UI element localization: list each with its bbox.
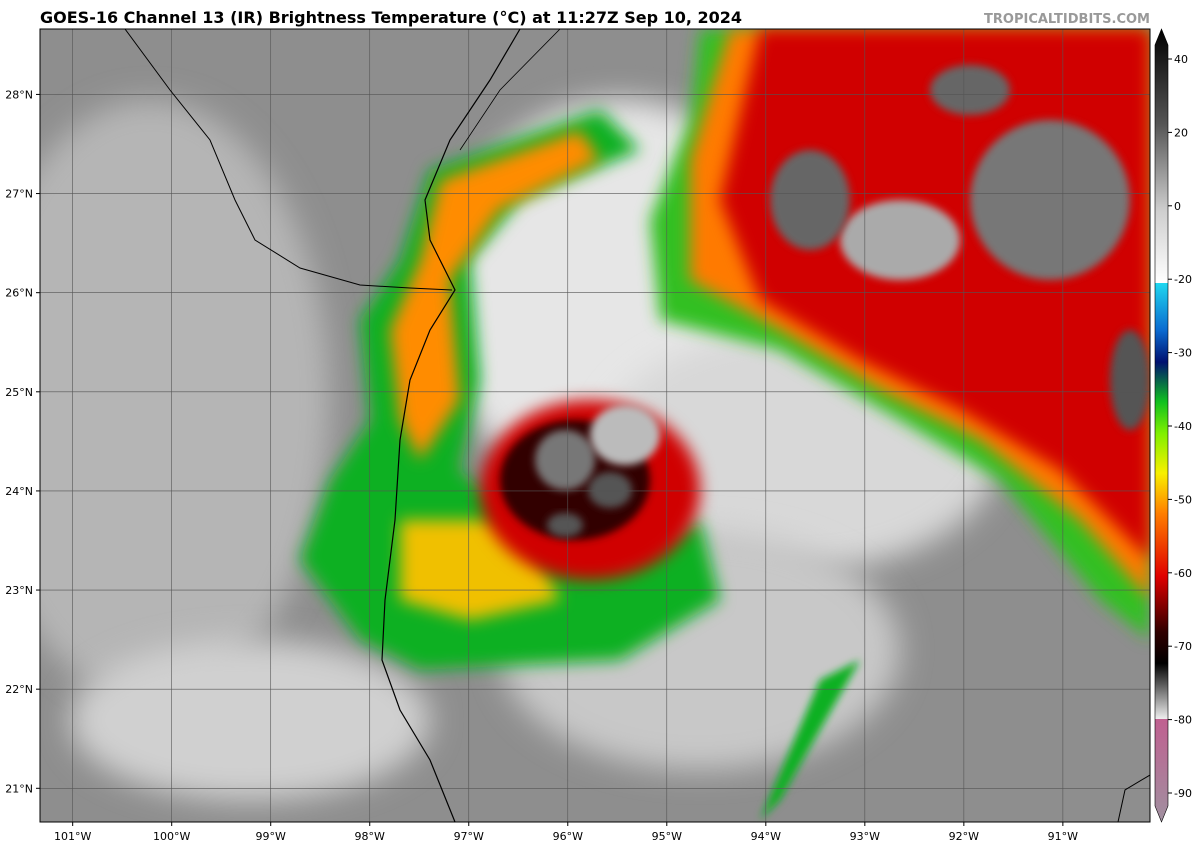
colorbar-label: -30: [1174, 347, 1192, 360]
colorbar-label: -60: [1174, 567, 1192, 580]
satellite-image: [40, 29, 1150, 822]
lat-label: 28°N: [5, 88, 33, 101]
lat-label: 24°N: [5, 485, 33, 498]
map-frame: [39, 28, 1151, 823]
colorbar-label: -50: [1174, 493, 1192, 506]
lon-label: 91°W: [1048, 830, 1078, 843]
colorbar-label: -80: [1174, 714, 1192, 727]
lat-label: 21°N: [5, 782, 33, 795]
lat-label: 27°N: [5, 188, 33, 201]
lat-label: 22°N: [5, 683, 33, 696]
colorbar-label: -20: [1174, 273, 1192, 286]
lon-label: 93°W: [850, 830, 880, 843]
lon-label: 100°W: [153, 830, 190, 843]
lat-label: 23°N: [5, 584, 33, 597]
colorbar-label: 20: [1174, 126, 1188, 139]
lon-label: 95°W: [652, 830, 682, 843]
title: GOES-16 Channel 13 (IR) Brightness Tempe…: [40, 8, 742, 27]
lat-label: 25°N: [5, 386, 33, 399]
lon-label: 92°W: [949, 830, 979, 843]
colorbar-label: -70: [1174, 640, 1192, 653]
lon-label: 94°W: [751, 830, 781, 843]
colorbar-label: 0: [1174, 200, 1181, 213]
colorbar-label: -40: [1174, 420, 1192, 433]
lon-label: 96°W: [553, 830, 583, 843]
colorbar-label: -90: [1174, 787, 1192, 800]
lon-label: 98°W: [355, 830, 385, 843]
colorbar: [1154, 28, 1169, 823]
credit: TROPICALTIDBITS.COM: [984, 12, 1150, 27]
lon-label: 97°W: [454, 830, 484, 843]
lat-label: 26°N: [5, 287, 33, 300]
lon-label: 99°W: [256, 830, 286, 843]
colorbar-label: 40: [1174, 53, 1188, 66]
lon-label: 101°W: [54, 830, 91, 843]
